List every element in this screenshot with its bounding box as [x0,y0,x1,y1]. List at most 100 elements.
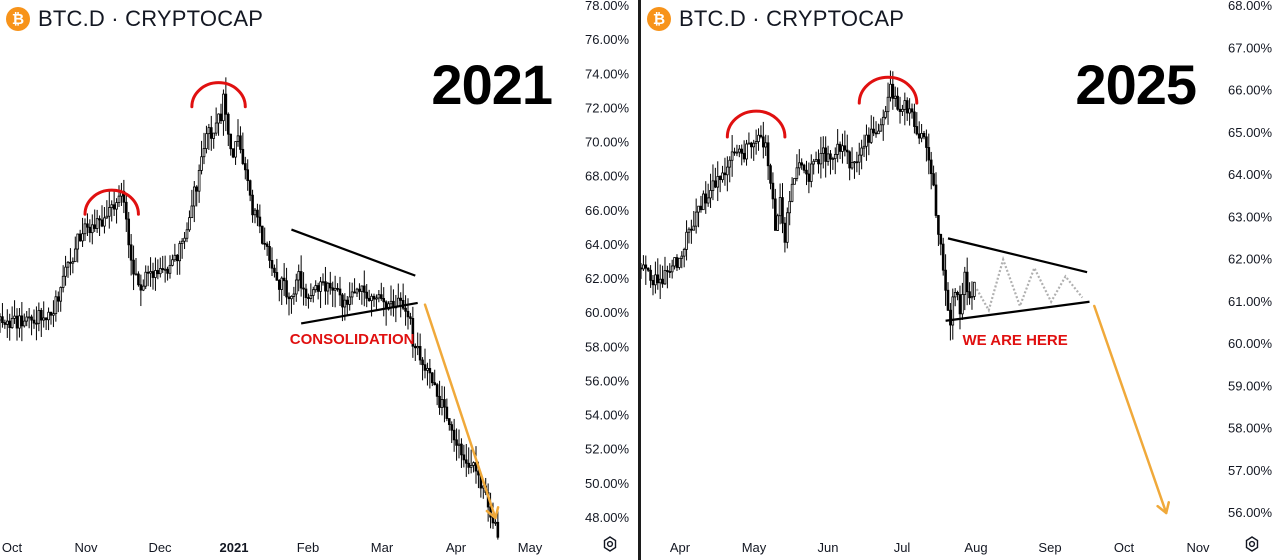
candle-body [95,218,99,229]
candle-body [963,271,967,295]
candle-body [721,172,724,181]
x-tick-label: Oct [1114,540,1135,555]
candle-body [10,317,14,329]
candle-body [714,180,717,188]
settings-gear-icon[interactable] [600,534,620,554]
candle-body [141,285,145,291]
candle-body [311,289,315,296]
candle-body [447,418,451,426]
candle-body [829,153,832,160]
candle-body [747,142,751,145]
y-tick-label: 68.00% [1228,0,1273,13]
candle-body [13,315,16,319]
candle-body [915,126,919,135]
candle-body [25,316,29,322]
x-tick-label: Jul [894,540,911,555]
candle-body [27,316,31,319]
candle-body [464,459,468,464]
candle-body [285,280,288,298]
x-tick-label: Apr [446,540,467,555]
candle-body [692,225,696,231]
candle-body [406,310,410,318]
candle-body [694,211,698,227]
candle-body [462,454,466,461]
candle-body [932,173,935,186]
candle-body [292,293,296,297]
candle-body [867,134,871,143]
candle-body [754,141,758,144]
candle-body [309,295,313,299]
candle-body [163,268,167,271]
x-tick-label: Feb [297,540,319,555]
candle-body [421,359,424,366]
candle-body [953,291,957,298]
x-tick-label: May [518,540,543,555]
candle-body [382,298,386,303]
candle-body [76,233,80,250]
bitcoin-icon: ₿ [6,7,30,31]
candle-body [207,127,211,135]
candle-body [294,279,298,295]
x-tick-label: Sep [1038,540,1061,555]
candle-body [224,93,228,115]
candle-body [326,282,330,292]
candle-body [922,133,926,138]
y-tick-label: 54.00% [585,408,630,423]
candle-body [843,145,847,151]
candle-body [256,209,259,218]
candle-body [440,399,444,408]
candle-body [73,248,77,263]
candle-body [156,270,160,275]
settings-gear-icon[interactable] [1242,534,1262,554]
candle-body [735,151,739,154]
candle-body [771,182,775,200]
candle-body [226,113,230,135]
candle-body [127,218,131,246]
candle-body [328,282,332,289]
candle-body [362,285,366,293]
candle-body [706,197,710,204]
candle-body [299,271,303,289]
candle-body [452,429,456,441]
x-tick-label: May [742,540,767,555]
candle-body [865,134,868,147]
candle-body [355,288,359,294]
trendline [945,300,1090,322]
price-chart-2025[interactable]: 68.00% 67.00% 66.00% 65.00% 64.00% 63.00% 62.0… [641,0,1280,560]
candle-body [793,178,796,185]
candle-body [379,294,383,299]
y-tick-label: 57.00% [1228,463,1273,478]
projection-zigzag [975,255,1084,314]
candle-body [934,184,938,216]
candle-body [338,288,342,296]
candle-body [469,465,473,468]
candle-body [668,271,672,273]
candle-body [881,116,885,126]
candle-body [670,265,674,273]
candle-body [709,190,712,199]
candle-body [367,297,371,302]
candle-body [836,143,839,155]
candle-body [343,299,347,308]
candle-body [275,272,279,281]
candle-body [862,145,866,149]
candle-body [716,176,720,188]
candle-body [740,148,744,154]
candle-body [333,287,337,291]
candles [641,70,976,341]
candle-body [927,147,931,161]
candle-body [375,297,378,300]
x-tick-label: Aug [964,540,987,555]
candle-body [433,382,437,386]
y-tick-label: 62.00% [585,271,630,286]
candle-body [687,228,691,233]
trendline [947,237,1088,274]
candle-body [663,270,667,285]
red-top-arc [190,81,247,109]
y-tick-label: 64.00% [585,237,630,252]
y-tick-label: 62.00% [1228,252,1273,267]
price-chart-2021[interactable]: 78.00% 76.00% 74.00% 72.00% 70.00% 68.00% 66.0… [0,0,638,560]
candle-body [646,267,650,271]
candle-body [183,237,186,242]
symbol-header: ₿ BTC.D · CRYPTOCAP [647,6,904,32]
